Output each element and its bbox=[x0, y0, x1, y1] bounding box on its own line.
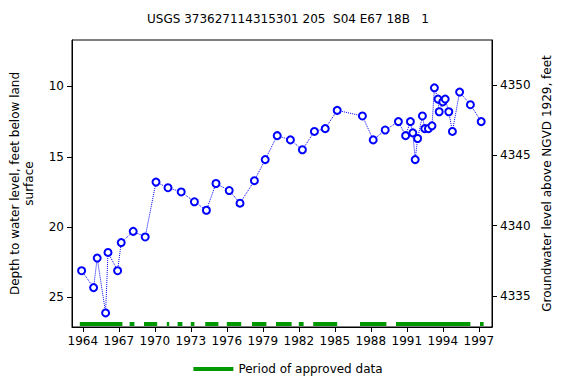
svg-text:1970: 1970 bbox=[140, 334, 171, 348]
svg-text:1991: 1991 bbox=[392, 334, 423, 348]
svg-text:1988: 1988 bbox=[356, 334, 387, 348]
svg-text:1967: 1967 bbox=[104, 334, 135, 348]
svg-text:4340: 4340 bbox=[500, 219, 531, 233]
svg-text:4350: 4350 bbox=[500, 78, 531, 92]
svg-text:1973: 1973 bbox=[176, 334, 207, 348]
svg-text:surface: surface bbox=[22, 161, 36, 205]
svg-text:20: 20 bbox=[49, 220, 64, 234]
svg-text:Groundwater level above NGVD 1: Groundwater level above NGVD 1929, feet bbox=[540, 55, 554, 312]
svg-text:1982: 1982 bbox=[284, 334, 315, 348]
svg-text:1994: 1994 bbox=[428, 334, 459, 348]
svg-text:25: 25 bbox=[49, 290, 64, 304]
svg-text:1964: 1964 bbox=[68, 334, 99, 348]
svg-text:4335: 4335 bbox=[500, 289, 531, 303]
svg-text:USGS 373627114315301 205 S04: USGS 373627114315301 205 S04 E67 18B 1 bbox=[147, 12, 429, 26]
svg-text:4345: 4345 bbox=[500, 148, 531, 162]
svg-text:1976: 1976 bbox=[212, 334, 243, 348]
svg-text:1997: 1997 bbox=[464, 334, 495, 348]
svg-text:1979: 1979 bbox=[248, 334, 279, 348]
svg-text:15: 15 bbox=[49, 150, 64, 164]
svg-text:Period of approved data: Period of approved data bbox=[238, 362, 382, 376]
svg-text:10: 10 bbox=[49, 79, 64, 93]
svg-text:1985: 1985 bbox=[320, 334, 351, 348]
svg-text:Depth to water level, feet bel: Depth to water level, feet below land bbox=[8, 72, 22, 295]
